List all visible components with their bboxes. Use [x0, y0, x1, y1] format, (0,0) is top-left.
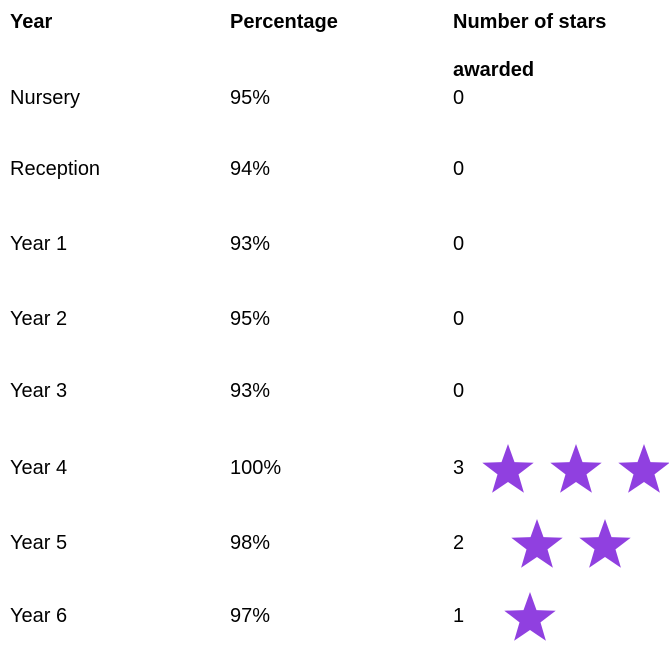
stars-count: 0	[453, 158, 465, 180]
year: Reception	[10, 158, 101, 180]
star	[579, 519, 631, 568]
star	[550, 444, 602, 493]
percentage: 98%	[230, 532, 271, 554]
stars-header: Number of stars awarded	[453, 11, 607, 81]
percentage: 95%	[230, 87, 271, 109]
star	[511, 519, 563, 568]
star	[482, 444, 534, 493]
year: Year 1	[10, 233, 68, 255]
stars-count: 0	[453, 308, 465, 330]
year: Year 3	[10, 380, 68, 402]
percentage: 95%	[230, 308, 271, 330]
stars-count: 0	[453, 233, 465, 255]
percentage: 100%	[230, 457, 282, 479]
stars-count: 0	[453, 87, 465, 109]
percentage-header: Percentage	[230, 11, 338, 33]
year: Year 2	[10, 308, 68, 330]
percentage: 93%	[230, 380, 271, 402]
year: Year 6	[10, 605, 68, 627]
stars-count: 0	[453, 380, 465, 402]
year: Year 4	[10, 457, 68, 479]
stars-count: 2	[453, 532, 465, 554]
year: Year 5	[10, 532, 68, 554]
year: Nursery	[10, 87, 81, 109]
percentage: 97%	[230, 605, 271, 627]
star	[504, 592, 556, 641]
percentage: 93%	[230, 233, 271, 255]
stars-count: 3	[453, 457, 465, 479]
star	[618, 444, 669, 493]
percentage: 94%	[230, 158, 271, 180]
stars-count: 1	[453, 605, 465, 627]
year-header: Year	[10, 11, 53, 33]
